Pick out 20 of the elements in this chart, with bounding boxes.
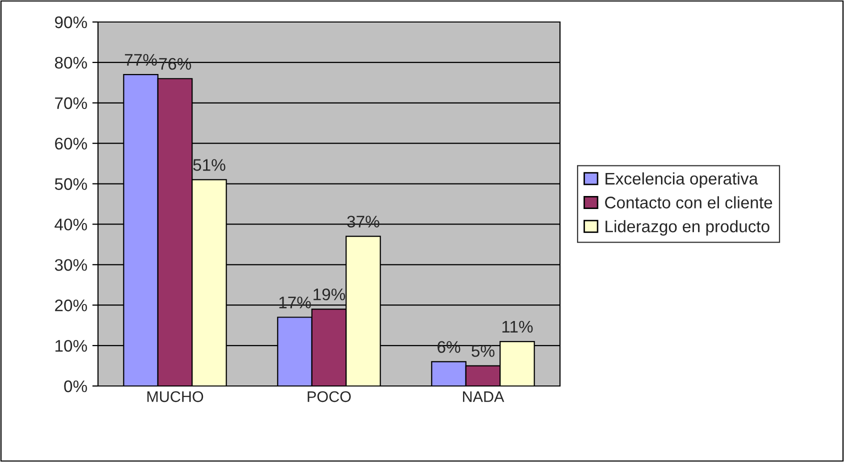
y-tick-label: 0% [64, 380, 87, 392]
legend-label: Excelencia operativa [606, 172, 758, 188]
y-tick-label: 80% [54, 56, 87, 69]
x-tick-label: NADA [463, 391, 504, 402]
y-tick-label: 10% [55, 340, 87, 352]
y-tick-label: 30% [54, 259, 87, 271]
legend-label: Liderazgo en producto [606, 220, 770, 236]
data-label: 11% [502, 320, 533, 333]
y-tick-label: 70% [55, 97, 87, 110]
y-tick-label: 40% [54, 218, 87, 230]
data-label: 5% [472, 345, 494, 357]
legend-label: Contacto con el cliente [605, 196, 772, 208]
y-tick-label: 60% [55, 138, 87, 150]
data-label: 51% [193, 159, 226, 171]
y-tick-label: 20% [55, 300, 87, 312]
y-tick-label: 90% [55, 16, 87, 28]
x-tick-label: MUCHO [147, 391, 204, 402]
x-tick-label: POCO [308, 391, 351, 402]
data-label: 19% [314, 288, 346, 300]
y-tick-label: 50% [54, 178, 87, 190]
